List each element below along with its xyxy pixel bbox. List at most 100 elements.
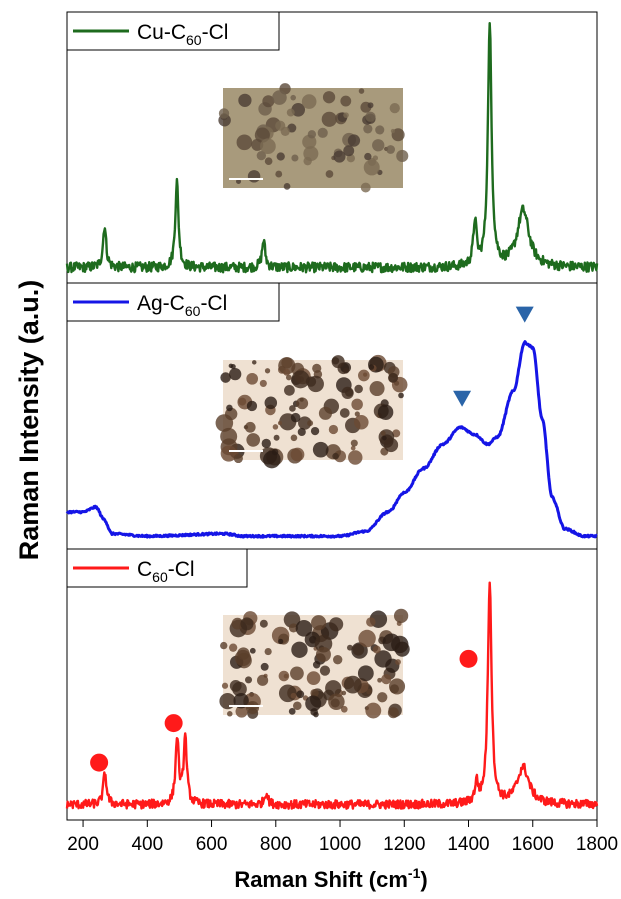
micrograph-particle	[262, 95, 275, 108]
micrograph-particle	[332, 452, 339, 460]
micrograph-particle	[283, 611, 301, 628]
micrograph-particle	[375, 125, 385, 135]
micrograph-particle	[246, 700, 260, 714]
micrograph-particle	[382, 435, 387, 441]
x-axis-title-main: Raman Shift (cm	[234, 867, 408, 892]
micrograph-particle	[290, 447, 305, 462]
micrograph-particle	[365, 111, 376, 122]
micrograph-particle	[296, 397, 309, 410]
micrograph-particle	[358, 629, 376, 648]
micrograph-particle	[231, 617, 244, 630]
inset-micrograph	[219, 608, 410, 719]
micrograph-particle	[325, 170, 334, 178]
micrograph-particle	[372, 645, 381, 654]
micrograph-particle	[372, 139, 385, 152]
micrograph-particle	[291, 370, 310, 389]
x-axis: 200 400 600 800 1000 1200 1400 1600 1800	[67, 820, 618, 855]
micrograph-particle	[343, 145, 355, 157]
micrograph-particle	[358, 88, 365, 94]
micrograph-particle	[343, 675, 362, 694]
micrograph-particle	[290, 692, 297, 699]
micrograph-particle	[343, 367, 350, 374]
panel-frame	[66, 548, 598, 821]
x-tick-label: 400	[131, 834, 163, 855]
micrograph-particle	[296, 690, 305, 699]
micrograph-particle	[350, 439, 358, 447]
legend-2: Ag-C60-Cl	[66, 282, 280, 322]
inset-micrograph	[215, 354, 408, 469]
micrograph-particle	[278, 670, 290, 682]
micrograph-particle	[307, 130, 317, 139]
micrograph-particle	[226, 404, 233, 412]
micrograph-particle	[307, 420, 314, 427]
micrograph-particle	[263, 450, 281, 469]
micrograph-particle	[311, 615, 327, 631]
micrograph-particle	[381, 674, 392, 685]
micrograph-particle	[247, 170, 261, 183]
micrograph-particle	[368, 364, 375, 370]
micrograph-particle	[301, 94, 317, 109]
micrograph-particle	[388, 678, 406, 695]
x-axis-title-end: )	[420, 867, 427, 892]
micrograph-particle	[310, 426, 320, 436]
micrograph-particle	[228, 643, 238, 652]
micrograph-particle	[238, 397, 247, 406]
micrograph-particle	[249, 647, 256, 654]
micrograph-particle	[389, 103, 400, 114]
micrograph-particle	[272, 424, 279, 430]
micrograph-particle	[256, 674, 269, 686]
x-tick-label: 1600	[512, 834, 554, 855]
micrograph-particle	[220, 427, 238, 445]
micrograph-particle	[292, 701, 302, 711]
micrograph-particle	[341, 690, 347, 696]
scale-bar	[229, 705, 263, 707]
micrograph-particle	[392, 429, 401, 438]
micrograph-particle	[264, 647, 272, 656]
micrograph-particle	[354, 384, 363, 394]
micrograph-particle	[380, 430, 386, 436]
y-axis-title: Raman Intensity (a.u.)	[14, 280, 44, 561]
micrograph-particle	[352, 643, 365, 656]
micrograph-particle	[364, 152, 372, 161]
legend-3: C60-Cl	[66, 548, 248, 588]
micrograph-particle	[285, 374, 292, 381]
micrograph-particle	[276, 152, 285, 161]
micrograph-particle	[283, 182, 291, 190]
micrograph-particle	[237, 647, 250, 660]
peak-marker-circle	[164, 714, 183, 733]
micrograph-particle	[365, 702, 382, 719]
legend-label-sub: 60	[185, 303, 201, 319]
legend-label: C60-Cl	[137, 558, 195, 585]
micrograph-particle	[357, 665, 374, 682]
micrograph-particle	[259, 379, 267, 387]
micrograph-particle	[393, 608, 409, 623]
micrograph-particle	[319, 665, 331, 676]
micrograph-particle	[232, 681, 247, 697]
micrograph-particle	[367, 102, 374, 109]
micrograph-particle	[273, 434, 280, 441]
micrograph-particle	[360, 182, 371, 193]
micrograph-particle	[240, 617, 254, 631]
micrograph-particle	[286, 108, 295, 117]
micrograph-particle	[297, 427, 306, 437]
micrograph-particle	[372, 155, 379, 161]
micrograph-particle	[341, 386, 354, 400]
micrograph-particle	[363, 372, 368, 377]
micrograph-particle	[275, 170, 283, 178]
micrograph-particle	[328, 693, 345, 711]
micrograph-particle	[310, 688, 319, 698]
micrograph-particle	[246, 400, 258, 412]
micrograph-particle	[238, 93, 252, 107]
micrograph-particle	[314, 634, 333, 653]
micrograph-particle	[315, 646, 331, 662]
micrograph-particle	[288, 707, 296, 715]
x-tick-label: 600	[196, 834, 228, 855]
micrograph-particle	[291, 154, 299, 162]
scale-bar	[229, 178, 263, 180]
micrograph-particle	[283, 368, 291, 376]
micrograph-particle	[256, 150, 266, 161]
micrograph-particle	[350, 445, 356, 451]
micrograph-particle	[227, 711, 233, 717]
micrograph-particle	[348, 450, 363, 465]
micrograph-particle	[346, 154, 355, 163]
